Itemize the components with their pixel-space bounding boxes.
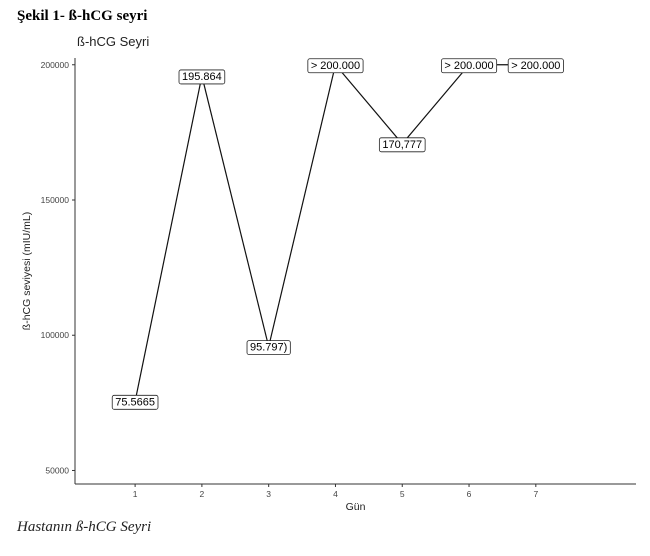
data-labels: 75.5665 195.864 95.797) > 200.000 170,777 > 2…	[111, 58, 564, 410]
data-label: 95.797)	[246, 340, 291, 356]
y-tick-label: 100000	[41, 330, 70, 340]
x-tick-label: 7	[533, 489, 538, 499]
data-label: 170,777	[378, 137, 426, 153]
data-label-box	[378, 137, 426, 153]
x-tick-label: 5	[400, 489, 405, 499]
chart-title: ß-hCG Seyri	[77, 34, 149, 49]
figure-title: Şekil 1- ß-hCG seyri	[17, 8, 148, 24]
x-tick-label: 1	[133, 489, 138, 499]
data-label-text: > 200.000	[511, 60, 560, 72]
y-tick-label: 200000	[41, 60, 70, 70]
data-label-text: 195.864	[182, 71, 222, 83]
series-segment	[268, 64, 337, 347]
x-axis-label: Gün	[346, 501, 366, 513]
x-tick-label: 2	[200, 489, 205, 499]
data-label-box	[441, 58, 498, 74]
y-tick-label: 50000	[45, 465, 69, 475]
data-label-box	[178, 69, 226, 85]
x-tick-label: 3	[266, 489, 271, 499]
series-segment	[335, 64, 403, 145]
data-label-text: 95.797)	[250, 342, 287, 354]
series-segment	[401, 64, 470, 145]
data-label: > 200.000	[307, 58, 364, 74]
series-segment	[134, 75, 203, 402]
series-line	[134, 64, 536, 402]
data-label: > 200.000	[507, 58, 564, 74]
axes	[74, 58, 636, 485]
data-label: 75.5665	[111, 394, 159, 410]
data-label-text: 75.5665	[115, 396, 155, 408]
series-segment	[201, 75, 270, 347]
data-label-box	[307, 58, 364, 74]
data-label-box	[111, 394, 159, 410]
data-label-text: > 200.000	[311, 60, 360, 72]
data-label-text: > 200.000	[444, 60, 493, 72]
x-tick-label: 6	[467, 489, 472, 499]
data-label: > 200.000	[441, 58, 498, 74]
y-tick-label: 150000	[41, 195, 70, 205]
data-label-text: 170,777	[382, 139, 422, 151]
data-label-box	[507, 58, 564, 74]
ticks: 50000 100000 150000 200000 1 2 3 4 5 6 7	[41, 60, 539, 499]
data-label-box	[246, 340, 291, 356]
y-axis-label: ß-hCG seviyesi (mIU/mL)	[21, 212, 33, 330]
x-tick-label: 4	[333, 489, 338, 499]
data-label: 195.864	[178, 69, 226, 85]
figure-caption: Hastanın ß-hCG Seyri	[17, 519, 152, 535]
